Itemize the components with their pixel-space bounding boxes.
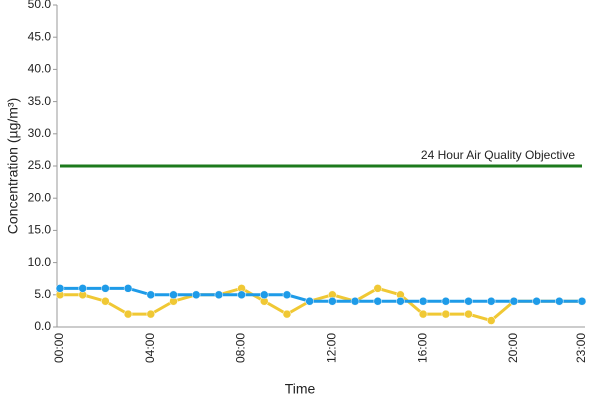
point [101, 284, 110, 293]
y-tick-label: 50.0 [28, 0, 52, 11]
y-tick-label: 20.0 [28, 190, 52, 204]
point [486, 296, 496, 306]
point [305, 296, 314, 306]
series-line [60, 286, 582, 323]
point [396, 296, 405, 306]
point [101, 296, 110, 306]
x-tick-label: 00:00 [52, 333, 66, 363]
y-tick-label: 5.0 [34, 287, 51, 301]
point [464, 309, 473, 319]
y-tick-label: 10.0 [28, 255, 52, 269]
x-tick-label: 04:00 [143, 333, 157, 363]
x-tick-label: 16:00 [415, 333, 429, 363]
point [441, 309, 451, 319]
point [509, 296, 519, 306]
point [282, 290, 292, 300]
x-tick-label: 20:00 [506, 333, 520, 363]
point [555, 296, 564, 306]
x-axis-title: Time [285, 381, 316, 397]
point [577, 296, 587, 306]
point [328, 296, 337, 306]
point [123, 284, 133, 293]
y-tick-label: 0.0 [34, 319, 51, 333]
point [78, 284, 87, 293]
point [464, 296, 473, 306]
point [350, 296, 360, 306]
point [123, 309, 133, 319]
y-tick-label: 40.0 [28, 62, 52, 76]
y-tick-label: 25.0 [28, 158, 52, 172]
point [169, 290, 178, 300]
y-tick-label: 15.0 [28, 223, 52, 237]
point [373, 296, 382, 306]
point [441, 296, 451, 306]
point [486, 316, 496, 325]
point [373, 284, 382, 293]
point [55, 284, 65, 293]
point [191, 290, 201, 300]
point [146, 309, 156, 319]
point [146, 290, 156, 300]
y-tick-label: 35.0 [28, 94, 52, 108]
point [418, 296, 428, 306]
y-tick-label: 45.0 [28, 29, 52, 43]
point [237, 290, 246, 300]
point [418, 309, 428, 319]
objective-label: 24 Hour Air Quality Objective [421, 148, 575, 162]
x-tick-label: 08:00 [234, 333, 248, 363]
point [260, 290, 269, 300]
x-tick-label: 23:00 [574, 333, 588, 363]
y-tick-label: 30.0 [28, 126, 52, 140]
point [214, 290, 224, 300]
point [282, 309, 292, 319]
point [532, 296, 541, 306]
y-axis-title: Concentration (µg/m³) [5, 98, 21, 234]
x-tick-label: 12:00 [325, 333, 339, 363]
